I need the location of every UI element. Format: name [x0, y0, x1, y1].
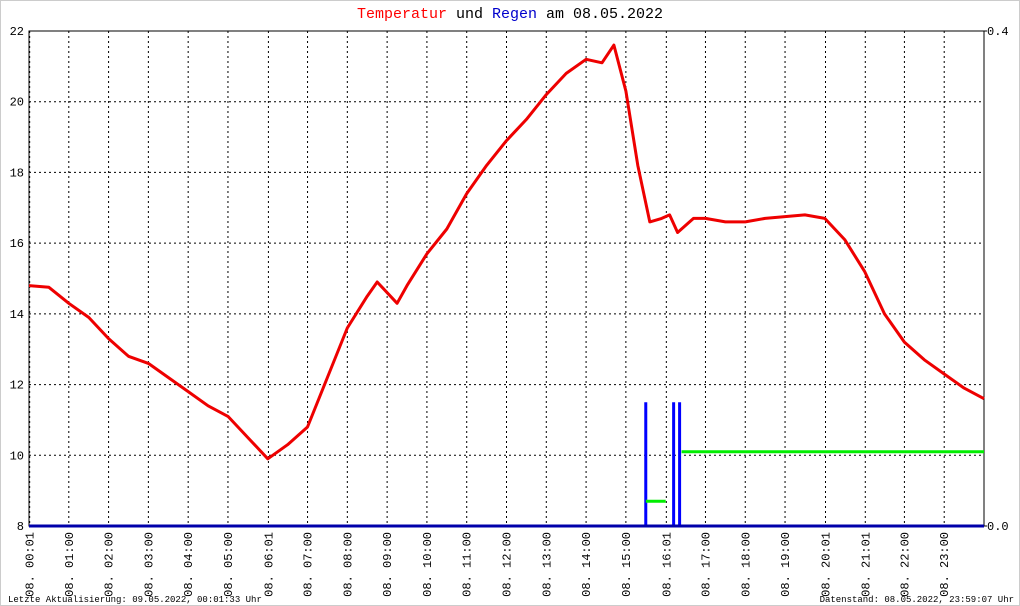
x-tick-label: 08. 22:00 — [898, 532, 912, 597]
x-tick-label: 08. 17:00 — [699, 532, 713, 597]
title-part: am 08.05.2022 — [546, 6, 663, 23]
y-tick-label: 8 — [17, 520, 24, 534]
series-line — [28, 43, 985, 461]
marks — [28, 43, 985, 526]
x-tick-label: 08. 09:00 — [381, 532, 395, 597]
x-tick-label: 08. 21:01 — [859, 532, 873, 597]
y-tick-label: 14 — [10, 308, 24, 322]
x-tick-label: 08. 02:00 — [103, 532, 117, 597]
x-tick-label: 08. 04:00 — [182, 532, 196, 597]
x-tick-label: 08. 01:00 — [63, 532, 77, 597]
y-tick-label: 18 — [10, 166, 24, 180]
series-line — [645, 450, 984, 503]
x-tick-label: 08. 16:01 — [660, 532, 674, 597]
y-tick-label: 22 — [10, 25, 24, 39]
x-tick-label: 08. 18:00 — [739, 532, 753, 597]
x-tick-label: 08. 08:00 — [341, 532, 355, 597]
x-tick-label: 08. 20:01 — [819, 532, 833, 597]
footer-left: Letzte Aktualisierung: 09.05.2022, 00:01… — [8, 595, 262, 605]
x-tick-label: 08. 14:00 — [580, 532, 594, 597]
x-tick-label: 08. 11:00 — [461, 532, 475, 597]
x-tick-label: 08. 10:00 — [421, 532, 435, 597]
title-part: und — [456, 6, 483, 23]
y-tick-label: 12 — [10, 379, 24, 393]
title-part: Temperatur — [357, 6, 447, 23]
title-part: Regen — [492, 6, 537, 23]
x-tick-label: 08. 05:00 — [222, 532, 236, 597]
x-tick-label: 08. 12:00 — [501, 532, 515, 597]
x-tick-label: 08. 15:00 — [620, 532, 634, 597]
y-tick-label: 16 — [10, 237, 24, 251]
y2-tick-label: 0.0 — [987, 520, 1009, 534]
y-tick-label: 10 — [10, 449, 24, 463]
footer-right: Datenstand: 08.05.2022, 23:59:07 Uhr — [820, 595, 1014, 605]
x-tick-label: 08. 06:01 — [262, 532, 276, 597]
x-tick-label: 08. 19:00 — [779, 532, 793, 597]
y2-tick-label: 0.4 — [987, 25, 1009, 39]
chart-title: Temperatur und Regen am 08.05.2022 — [357, 6, 663, 23]
x-tick-label: 08. 13:00 — [540, 532, 554, 597]
y-tick-label: 20 — [10, 96, 24, 110]
x-tick-label: 08. 03:00 — [142, 532, 156, 597]
x-tick-label: 08. 23:00 — [938, 532, 952, 597]
x-tick-label: 08. 07:00 — [302, 532, 316, 597]
x-tick-label: 08. 00:01 — [24, 532, 38, 597]
